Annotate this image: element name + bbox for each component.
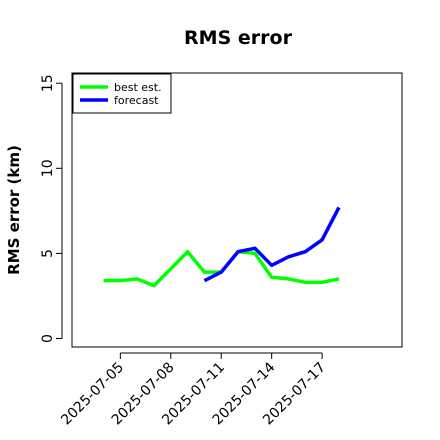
chart-title: RMS error [184,27,293,49]
line-series [103,249,340,288]
legend-label: forecast [114,94,159,107]
legend-box [72,73,172,114]
line-series [203,206,341,283]
y-tick-label: 15 [40,74,56,92]
y-tick-label: 0 [40,334,56,343]
plot-frame [71,72,403,348]
y-tick-label: 10 [40,159,56,177]
y-tick-label: 5 [40,249,56,258]
y-axis-label: RMS error (km) [5,145,23,275]
legend-label: best est. [114,81,162,94]
